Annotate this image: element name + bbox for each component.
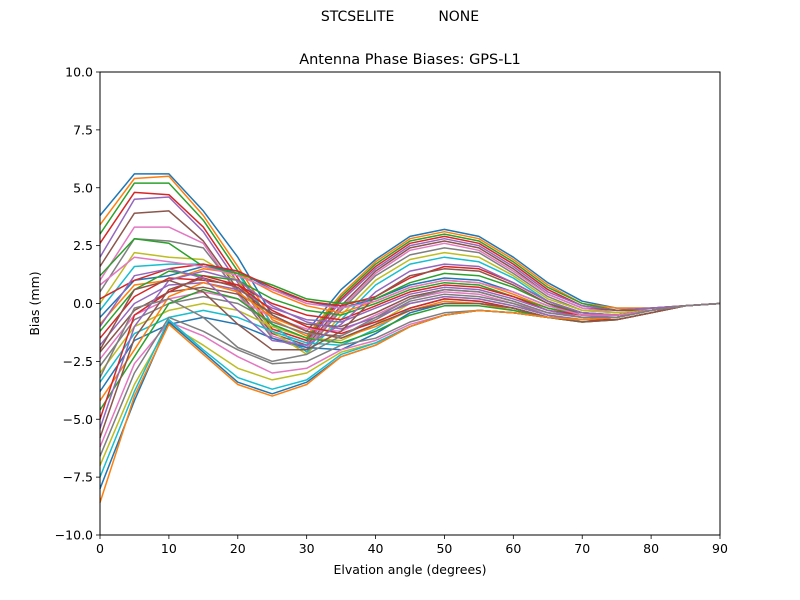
- series-line-s06: [99, 210, 721, 346]
- y-tick-label: 5.0: [73, 180, 93, 195]
- y-tick-label: 7.5: [73, 122, 93, 137]
- series-line-s32: [99, 302, 721, 503]
- x-tick-label: 90: [712, 541, 728, 556]
- y-tick-label: −2.5: [63, 354, 93, 369]
- x-axis: 0 10 20 30 40 50 60 70 80 90: [96, 535, 728, 556]
- y-tick-label: −5.0: [63, 412, 93, 427]
- y-tick-label: 0.0: [73, 296, 93, 311]
- x-tick-label: 40: [368, 541, 384, 556]
- x-tick-label: 10: [161, 541, 177, 556]
- series-line-s09: [99, 251, 721, 356]
- suptitle-radome: NONE: [438, 9, 480, 25]
- series-layer: [99, 173, 721, 503]
- x-tick-label: 50: [436, 541, 452, 556]
- x-tick-label: 70: [574, 541, 590, 556]
- series-line-s27: [99, 302, 721, 448]
- y-tick-label: −10.0: [55, 528, 93, 543]
- x-tick-label: 80: [643, 541, 659, 556]
- series-line-s38: [99, 288, 721, 378]
- series-line-s30: [99, 302, 721, 478]
- series-line-s37: [99, 256, 721, 316]
- y-axis: −10.0 −7.5 −5.0 −2.5 0.0 2.5 5.0 7.5 10.0: [55, 65, 100, 543]
- series-line-s02: [99, 175, 721, 337]
- figure-suptitle: STCSELITE NONE: [0, 9, 800, 25]
- x-tick-label: 0: [96, 541, 104, 556]
- y-tick-label: 2.5: [73, 238, 93, 253]
- series-line-s21: [99, 302, 721, 392]
- y-axis-label: Bias (mm): [27, 271, 42, 335]
- x-tick-label: 30: [299, 541, 315, 556]
- x-tick-label: 20: [230, 541, 246, 556]
- x-tick-label: 60: [505, 541, 521, 556]
- chart-title: Antenna Phase Biases: GPS-L1: [299, 52, 521, 68]
- y-tick-label: −7.5: [63, 470, 93, 485]
- y-tick-label: 10.0: [65, 65, 93, 80]
- suptitle-antenna: STCSELITE: [320, 9, 395, 25]
- x-axis-label: Elvation angle (degrees): [333, 562, 486, 577]
